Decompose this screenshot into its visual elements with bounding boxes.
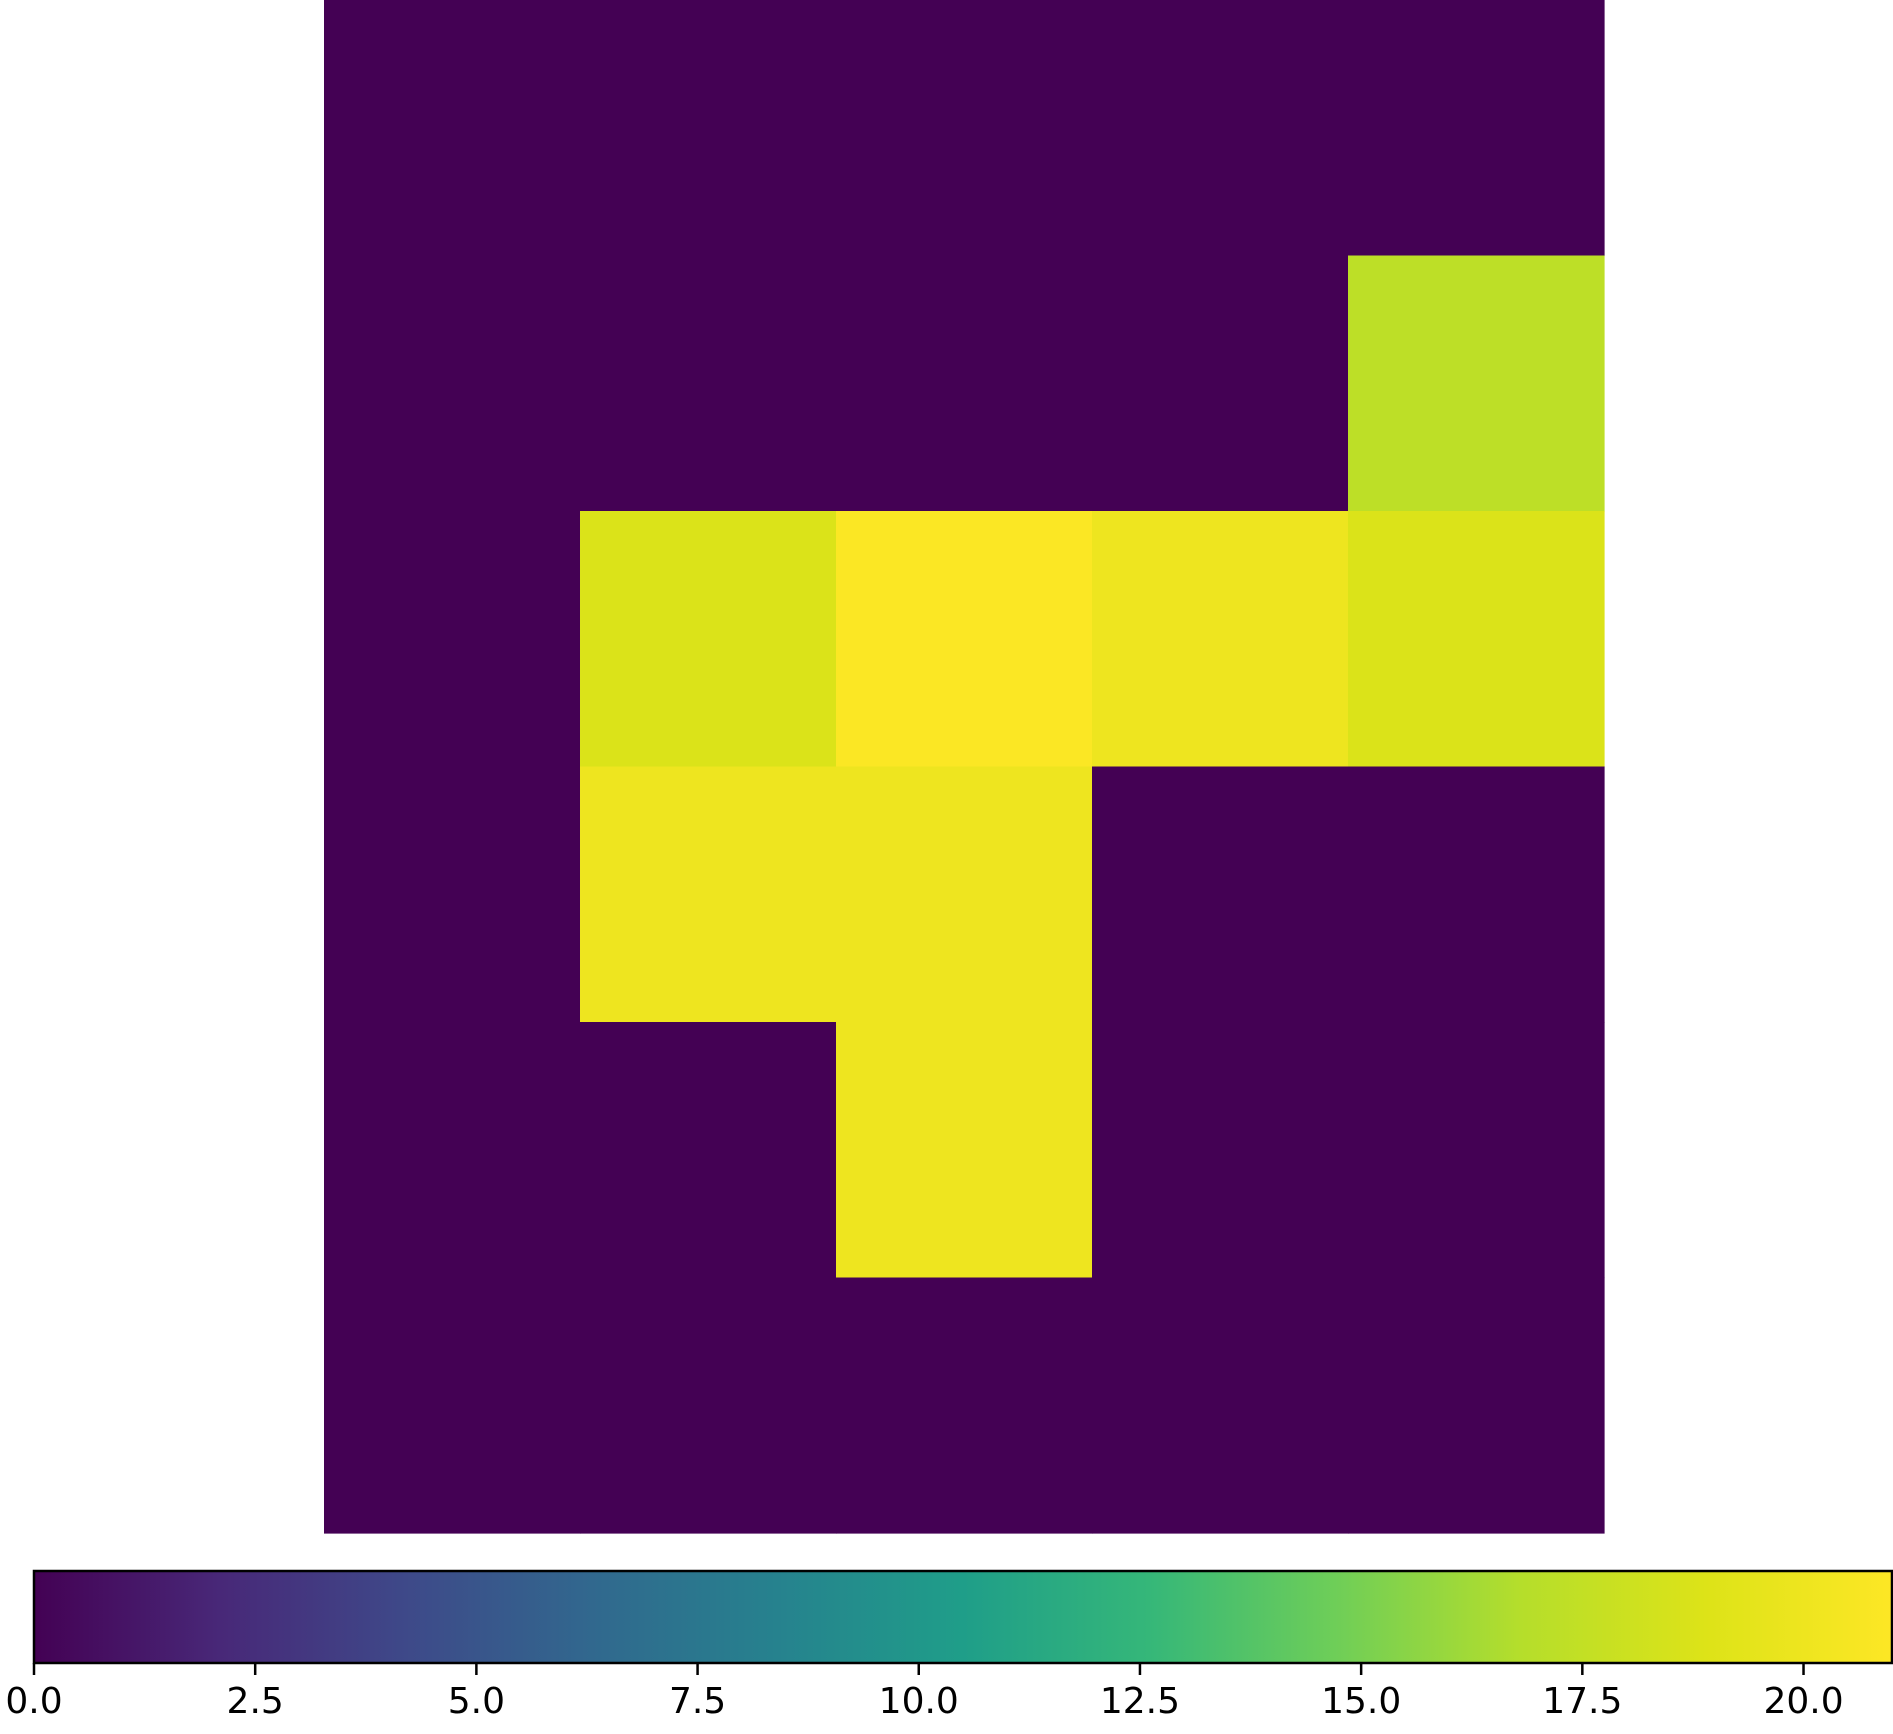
heatmap-cell bbox=[836, 255, 1093, 512]
heatmap-cell bbox=[324, 0, 581, 257]
heatmap-cell bbox=[324, 255, 581, 512]
heatmap-cell bbox=[1348, 766, 1605, 1023]
heatmap-cell bbox=[1092, 255, 1349, 512]
heatmap-cell bbox=[836, 1022, 1093, 1279]
heatmap-cell bbox=[1348, 511, 1605, 768]
heatmap-cell bbox=[1092, 511, 1349, 768]
heatmap-cell bbox=[1092, 0, 1349, 257]
colorbar-ticks: 0.0 2.5 5.0 7.5 10.0 12.5 15.0 17.5 20.0 bbox=[5, 1663, 1844, 1722]
colorbar-tick-label: 7.5 bbox=[669, 1681, 726, 1722]
heatmap-cell bbox=[580, 766, 837, 1023]
heatmap-cell bbox=[580, 1277, 837, 1534]
heatmap-cell bbox=[836, 511, 1093, 768]
colorbar-tick-label: 5.0 bbox=[448, 1681, 505, 1722]
heatmap-cell bbox=[836, 1277, 1093, 1534]
heatmap-cell bbox=[324, 511, 581, 768]
heatmap-cell bbox=[1092, 1022, 1349, 1279]
colorbar-tick-label: 15.0 bbox=[1321, 1681, 1401, 1722]
colorbar-tick-label: 20.0 bbox=[1763, 1681, 1843, 1722]
colorbar: 0.0 2.5 5.0 7.5 10.0 12.5 15.0 17.5 20.0 bbox=[5, 1569, 1893, 1722]
colorbar-tick-label: 17.5 bbox=[1542, 1681, 1622, 1722]
heatmap-cell bbox=[1348, 1022, 1605, 1279]
heatmap-cell bbox=[1092, 766, 1349, 1023]
heatmap-cell bbox=[580, 255, 837, 512]
heatmap-cell bbox=[324, 1277, 581, 1534]
colorbar-tick-label: 12.5 bbox=[1100, 1681, 1180, 1722]
heatmap-cell bbox=[836, 766, 1093, 1023]
heatmap-cell bbox=[1348, 1277, 1605, 1534]
heatmap-cell bbox=[324, 1022, 581, 1279]
heatmap-cell bbox=[580, 0, 837, 257]
heatmap-cell bbox=[1092, 1277, 1349, 1534]
heatmap-cell bbox=[580, 511, 837, 768]
heatmap-cell bbox=[1348, 0, 1605, 257]
heatmap-cell bbox=[580, 1022, 837, 1279]
colorbar-tick-label: 10.0 bbox=[879, 1681, 959, 1722]
heatmap-cell bbox=[324, 766, 581, 1023]
colorbar-tick-label: 0.0 bbox=[5, 1681, 62, 1722]
heatmap-grid bbox=[324, 0, 1605, 1534]
heatmap-cell bbox=[836, 0, 1093, 257]
colorbar-gradient bbox=[32, 1569, 1893, 1665]
heatmap-cell bbox=[1348, 255, 1605, 512]
colorbar-tick-label: 2.5 bbox=[227, 1681, 284, 1722]
